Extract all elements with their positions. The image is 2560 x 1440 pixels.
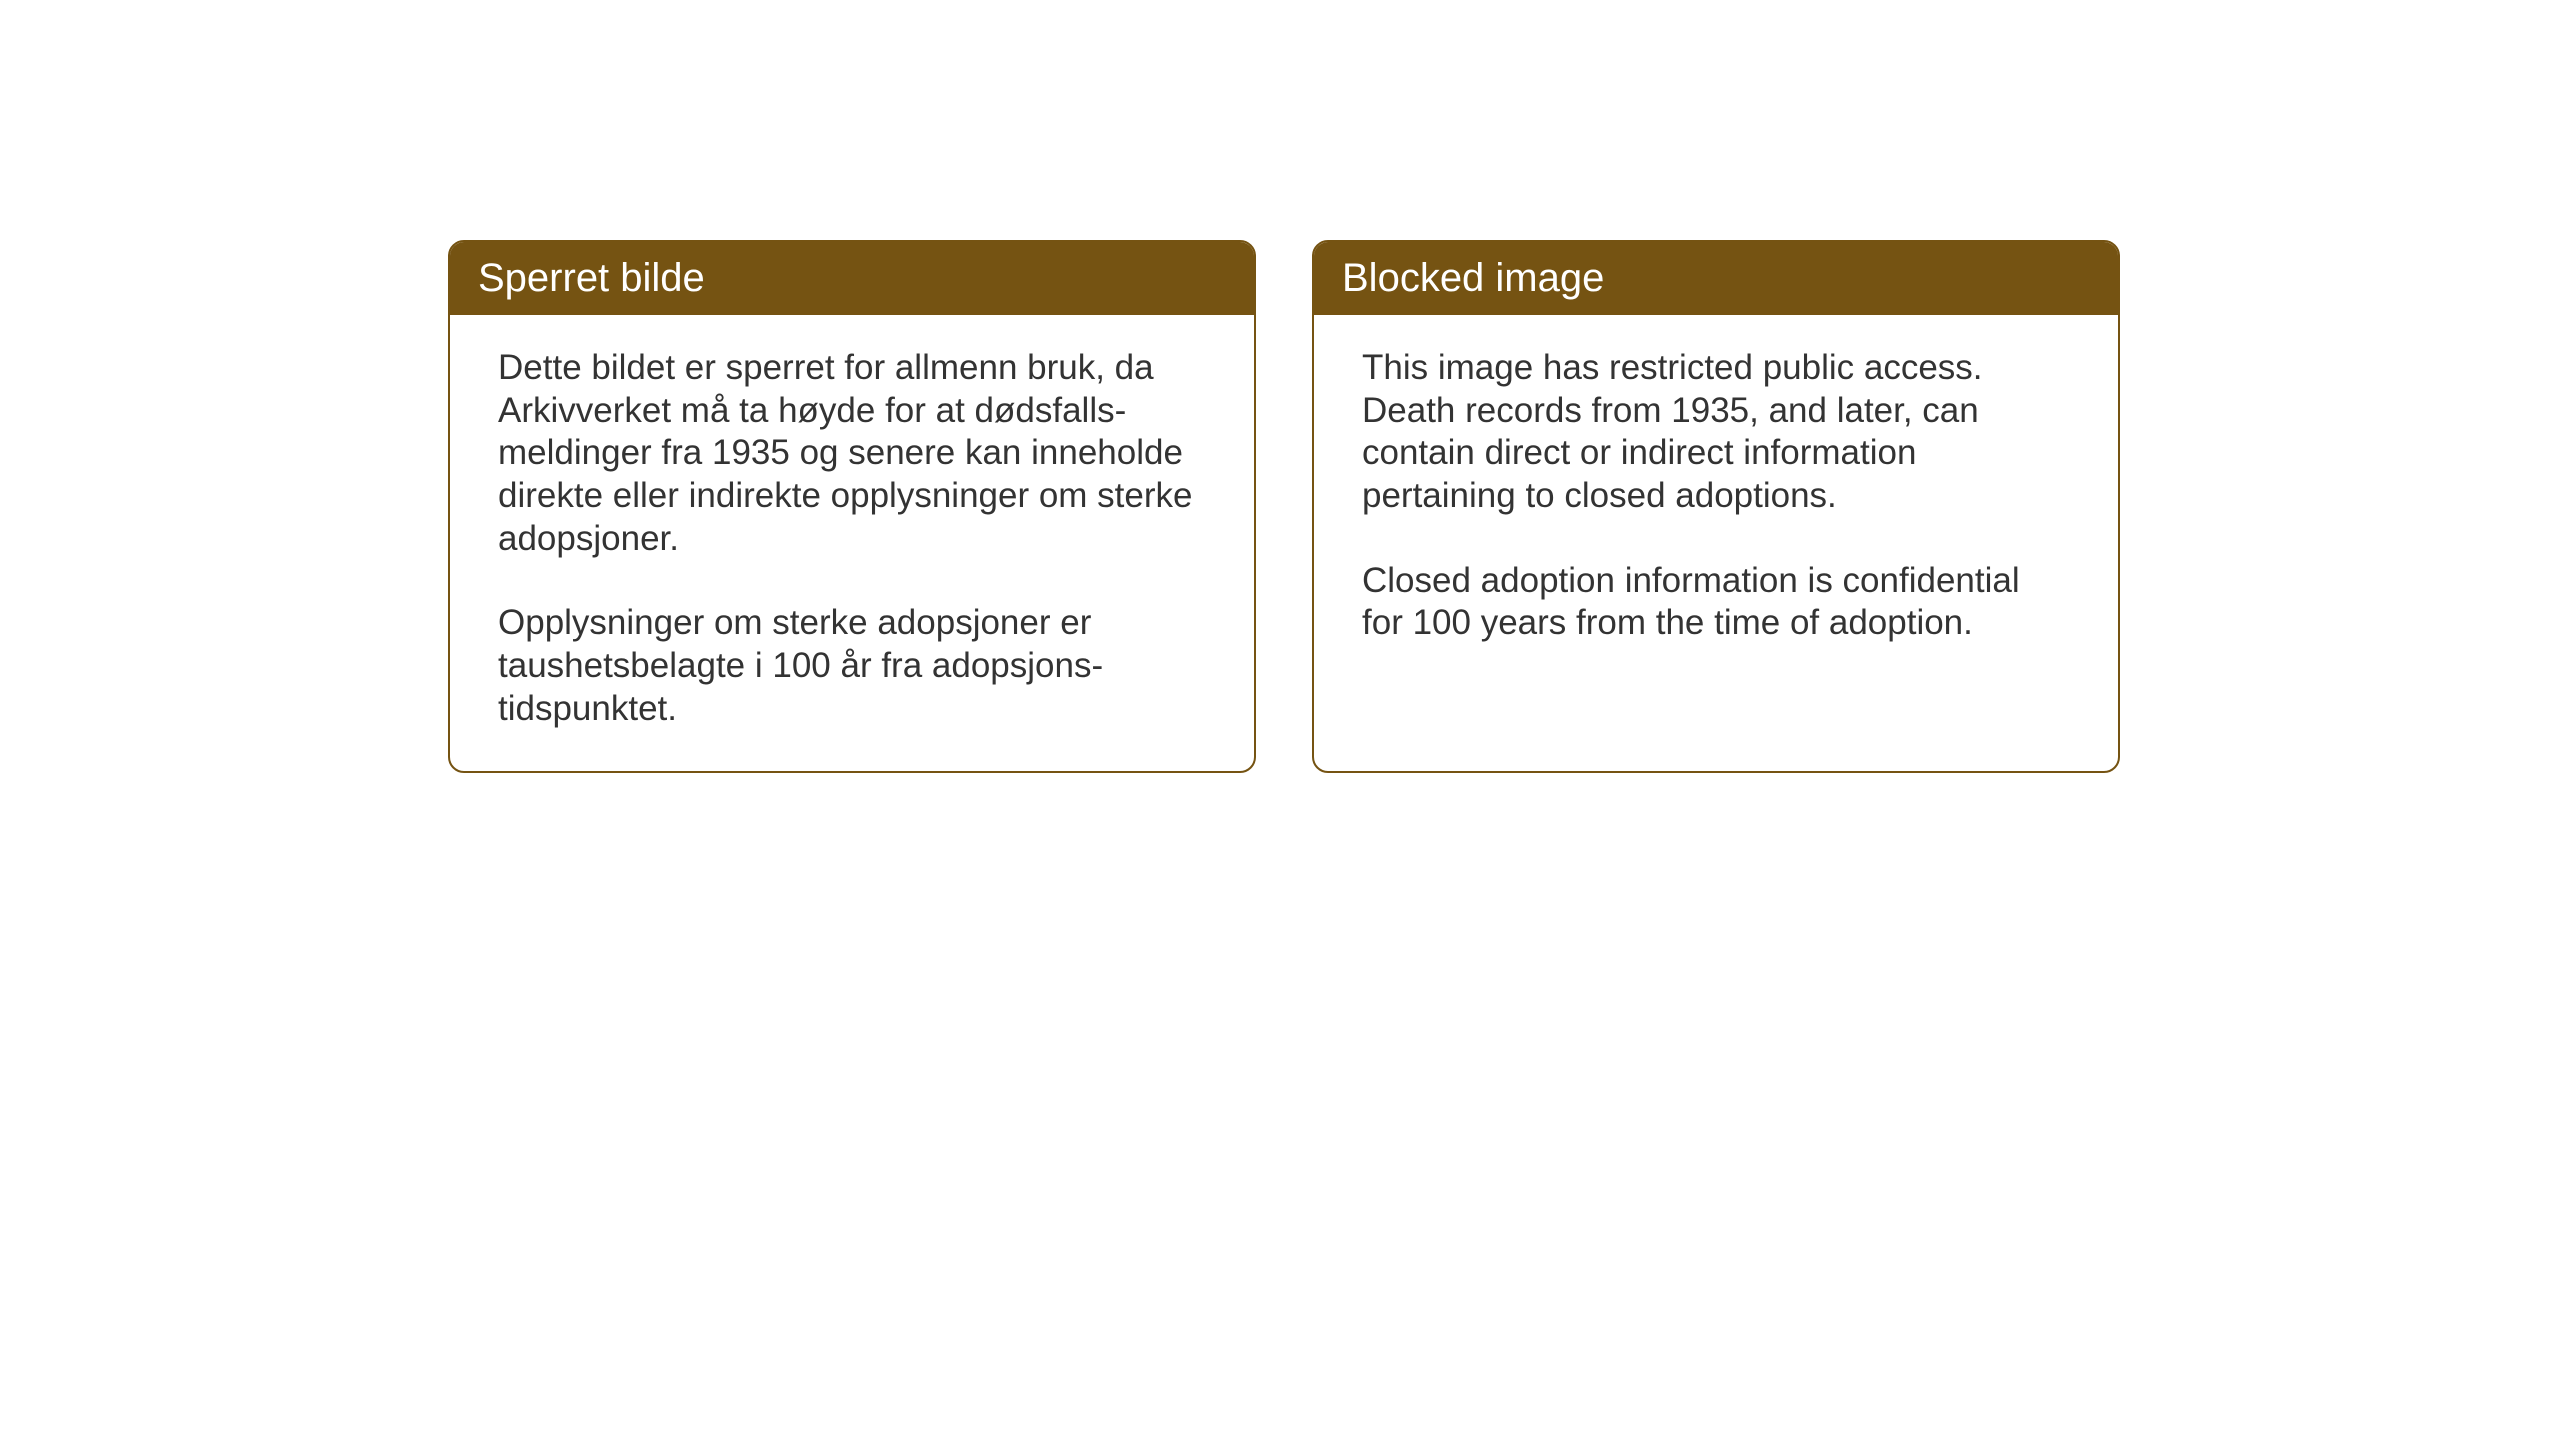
panel-english-paragraph-1: This image has restricted public access.…	[1362, 347, 2070, 518]
panel-english: Blocked image This image has restricted …	[1312, 240, 2120, 773]
panel-norwegian-body: Dette bildet er sperret for allmenn bruk…	[450, 315, 1254, 771]
panel-english-header: Blocked image	[1314, 242, 2118, 315]
panel-norwegian: Sperret bilde Dette bildet er sperret fo…	[448, 240, 1256, 773]
panel-norwegian-paragraph-2: Opplysninger om sterke adopsjoner er tau…	[498, 602, 1206, 730]
panel-norwegian-paragraph-1: Dette bildet er sperret for allmenn bruk…	[498, 347, 1206, 560]
panels-container: Sperret bilde Dette bildet er sperret fo…	[448, 240, 2560, 773]
panel-english-body: This image has restricted public access.…	[1314, 315, 2118, 685]
panel-english-paragraph-2: Closed adoption information is confident…	[1362, 560, 2070, 645]
panel-norwegian-header: Sperret bilde	[450, 242, 1254, 315]
